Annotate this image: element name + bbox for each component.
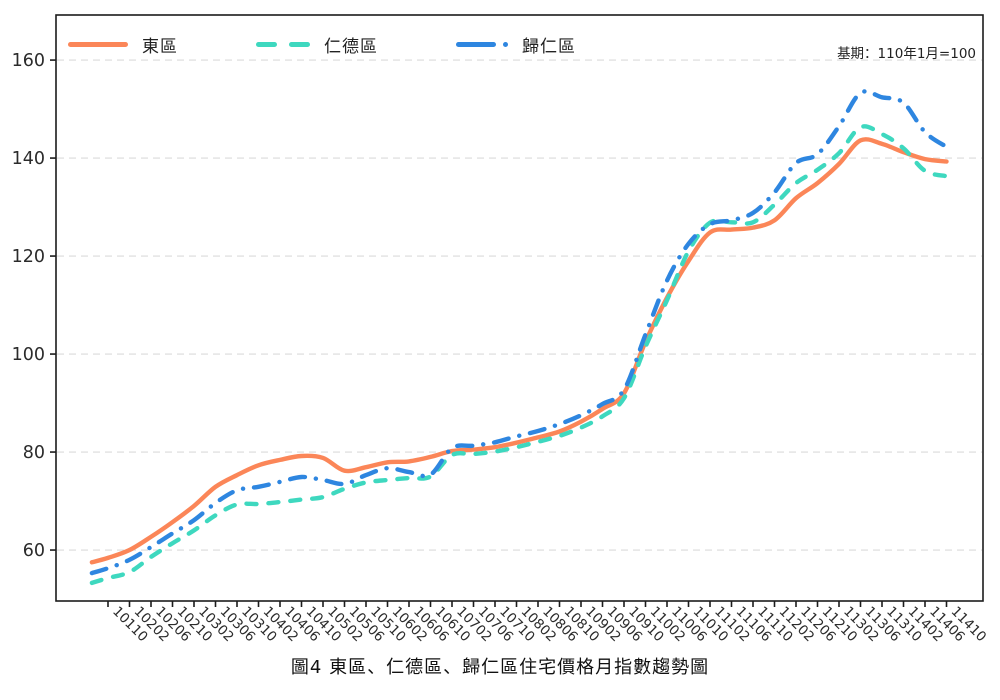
base-period-note: 基期：110年1月=100 — [837, 46, 976, 62]
swatch-segment — [68, 41, 128, 47]
swatch-segment — [456, 41, 496, 47]
swatch-segment — [289, 41, 310, 47]
y-tick-label: 120 — [12, 247, 45, 267]
legend-item-rende-district: 仁德區 — [256, 32, 378, 57]
swatch-segment — [503, 41, 508, 47]
y-tick-label: 160 — [12, 51, 45, 71]
y-tick-label: 60 — [23, 541, 45, 561]
east-district-line-swatch-icon — [68, 41, 128, 47]
swatch-segment — [256, 41, 277, 47]
y-tick-label: 140 — [12, 149, 45, 169]
y-tick-label: 100 — [12, 345, 45, 365]
series-line-0-東區 — [89, 137, 949, 565]
legend-item-guiren-district: 歸仁區 — [456, 32, 576, 57]
series-line-2-歸仁區 — [89, 89, 949, 576]
y-tick-label: 80 — [23, 443, 45, 463]
plot-frame — [55, 14, 984, 602]
series-line-1-仁德區 — [89, 124, 949, 586]
chart-caption: 圖4 東區、仁德區、歸仁區住宅價格月指數趨勢圖 — [290, 657, 710, 678]
legend: 東區 仁德區 歸仁區 — [68, 32, 576, 57]
rende-district-line-swatch-icon — [256, 41, 310, 47]
legend-label: 歸仁區 — [522, 36, 576, 57]
legend-label: 仁德區 — [324, 36, 378, 57]
legend-label: 東區 — [142, 36, 178, 57]
guiren-district-line-swatch-icon — [456, 41, 508, 47]
legend-item-east-district: 東區 — [68, 32, 178, 57]
